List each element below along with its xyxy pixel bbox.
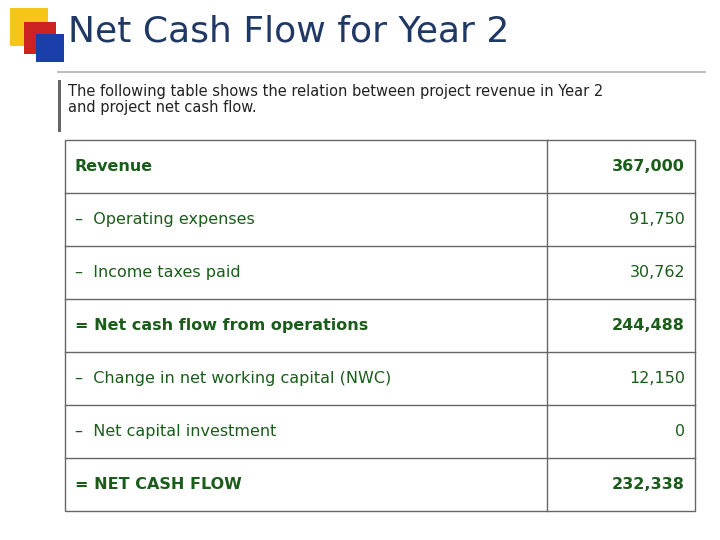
Text: 12,150: 12,150 bbox=[629, 371, 685, 386]
Bar bbox=[58, 80, 61, 132]
Text: The following table shows the relation between project revenue in Year 2: The following table shows the relation b… bbox=[68, 84, 603, 99]
Text: 367,000: 367,000 bbox=[612, 159, 685, 174]
Text: –  Change in net working capital (NWC): – Change in net working capital (NWC) bbox=[75, 371, 391, 386]
Text: Net Cash Flow for Year 2: Net Cash Flow for Year 2 bbox=[68, 15, 509, 49]
Text: 232,338: 232,338 bbox=[612, 477, 685, 492]
Bar bbox=[65, 140, 695, 511]
Text: 91,750: 91,750 bbox=[629, 212, 685, 227]
Text: = NET CASH FLOW: = NET CASH FLOW bbox=[75, 477, 242, 492]
Text: 30,762: 30,762 bbox=[629, 265, 685, 280]
Text: and project net cash flow.: and project net cash flow. bbox=[68, 100, 256, 115]
Text: 0: 0 bbox=[675, 424, 685, 439]
Text: = Net cash flow from operations: = Net cash flow from operations bbox=[75, 318, 368, 333]
Text: 244,488: 244,488 bbox=[612, 318, 685, 333]
Text: –  Net capital investment: – Net capital investment bbox=[75, 424, 276, 439]
Bar bbox=[36, 34, 64, 62]
Text: –  Income taxes paid: – Income taxes paid bbox=[75, 265, 240, 280]
Bar bbox=[24, 22, 56, 54]
Bar bbox=[10, 8, 48, 46]
Text: Revenue: Revenue bbox=[75, 159, 153, 174]
Text: –  Operating expenses: – Operating expenses bbox=[75, 212, 255, 227]
